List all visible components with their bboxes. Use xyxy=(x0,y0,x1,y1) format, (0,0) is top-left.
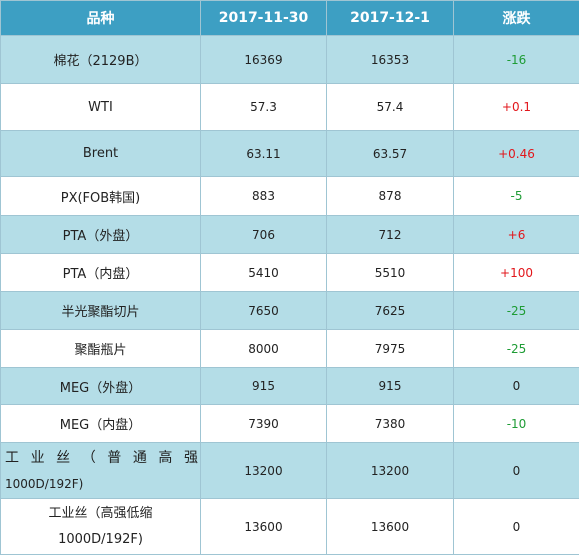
header-date-2: 2017-12-1 xyxy=(327,1,454,36)
product-name-line-1: 工业丝（普通高强 xyxy=(5,450,198,466)
product-name-line-2: 1000D/192F) xyxy=(5,471,198,497)
product-name-line-2: 1000D/192F) xyxy=(58,532,143,547)
product-name: 聚酯瓶片 xyxy=(1,330,201,368)
product-name: 棉花（2129B） xyxy=(1,36,201,84)
product-name: PTA（外盘） xyxy=(1,216,201,254)
price-change: 0 xyxy=(454,368,579,405)
table-row: 聚酯瓶片 8000 7975 -25 xyxy=(1,330,579,368)
price-date-1: 8000 xyxy=(201,330,327,368)
table-row: Brent 63.11 63.57 +0.46 xyxy=(1,131,579,177)
header-change: 涨跌 xyxy=(454,1,579,36)
price-date-1: 5410 xyxy=(201,254,327,292)
price-change: +0.1 xyxy=(454,84,579,131)
price-date-1: 706 xyxy=(201,216,327,254)
price-date-2: 63.57 xyxy=(327,131,454,177)
table-row: PTA（内盘） 5410 5510 +100 xyxy=(1,254,579,292)
price-date-2: 13200 xyxy=(327,443,454,499)
price-date-2: 7975 xyxy=(327,330,454,368)
price-date-2: 712 xyxy=(327,216,454,254)
price-date-1: 57.3 xyxy=(201,84,327,131)
product-name: MEG（内盘） xyxy=(1,405,201,443)
price-change: +0.46 xyxy=(454,131,579,177)
price-date-1: 7390 xyxy=(201,405,327,443)
table-header-row: 品种 2017-11-30 2017-12-1 涨跌 xyxy=(1,1,579,36)
price-change: -16 xyxy=(454,36,579,84)
price-date-1: 915 xyxy=(201,368,327,405)
table-row: 半光聚酯切片 7650 7625 -25 xyxy=(1,292,579,330)
price-change: +100 xyxy=(454,254,579,292)
price-date-2: 7380 xyxy=(327,405,454,443)
product-name-line-1: 工业丝（高强低缩 xyxy=(48,506,152,521)
price-change: 0 xyxy=(454,499,579,555)
price-date-2: 915 xyxy=(327,368,454,405)
price-date-1: 883 xyxy=(201,177,327,216)
header-date-1: 2017-11-30 xyxy=(201,1,327,36)
product-name: 工业丝（普通高强 1000D/192F) xyxy=(1,443,201,499)
header-product: 品种 xyxy=(1,1,201,36)
price-date-2: 878 xyxy=(327,177,454,216)
price-change: 0 xyxy=(454,443,579,499)
product-name: Brent xyxy=(1,131,201,177)
table-row: MEG（内盘） 7390 7380 -10 xyxy=(1,405,579,443)
table-row: 棉花（2129B） 16369 16353 -16 xyxy=(1,36,579,84)
price-change: -25 xyxy=(454,292,579,330)
price-change: -5 xyxy=(454,177,579,216)
price-change: -25 xyxy=(454,330,579,368)
table-row: WTI 57.3 57.4 +0.1 xyxy=(1,84,579,131)
product-name: PX(FOB韩国) xyxy=(1,177,201,216)
price-date-1: 63.11 xyxy=(201,131,327,177)
table-row: MEG（外盘） 915 915 0 xyxy=(1,368,579,405)
product-name: WTI xyxy=(1,84,201,131)
price-date-1: 13200 xyxy=(201,443,327,499)
price-date-1: 13600 xyxy=(201,499,327,555)
table-row: 工业丝（普通高强 1000D/192F) 13200 13200 0 xyxy=(1,443,579,499)
price-date-1: 16369 xyxy=(201,36,327,84)
price-change: +6 xyxy=(454,216,579,254)
price-date-2: 16353 xyxy=(327,36,454,84)
price-date-2: 5510 xyxy=(327,254,454,292)
product-name: PTA（内盘） xyxy=(1,254,201,292)
price-date-2: 13600 xyxy=(327,499,454,555)
product-name: 半光聚酯切片 xyxy=(1,292,201,330)
price-date-2: 57.4 xyxy=(327,84,454,131)
price-date-2: 7625 xyxy=(327,292,454,330)
product-name: MEG（外盘） xyxy=(1,368,201,405)
price-date-1: 7650 xyxy=(201,292,327,330)
table-row: PX(FOB韩国) 883 878 -5 xyxy=(1,177,579,216)
price-change: -10 xyxy=(454,405,579,443)
table-row: 工业丝（高强低缩 1000D/192F) 13600 13600 0 xyxy=(1,499,579,555)
product-name: 工业丝（高强低缩 1000D/192F) xyxy=(1,499,201,555)
table-row: PTA（外盘） 706 712 +6 xyxy=(1,216,579,254)
